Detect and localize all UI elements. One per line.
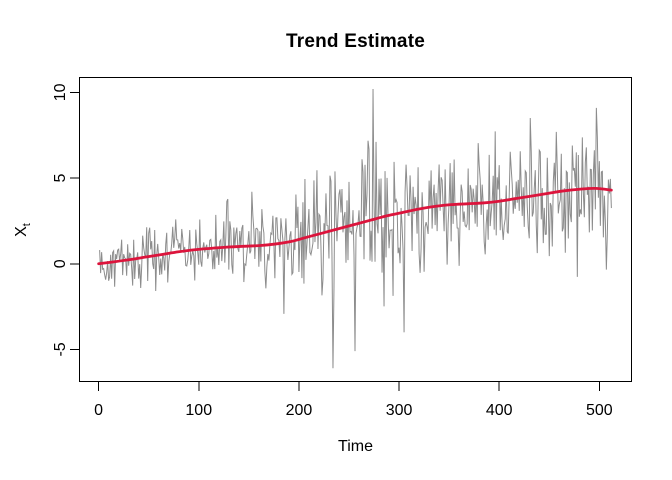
y-tick-label: 0	[52, 259, 69, 268]
x-tick-label: 200	[286, 402, 313, 419]
y-tick-label: -5	[52, 342, 69, 356]
y-tick-label: 5	[52, 174, 69, 183]
plot-box	[79, 77, 632, 382]
x-tick-label: 0	[94, 402, 103, 419]
x-tick-label: 300	[386, 402, 413, 419]
trend-line	[97, 186, 613, 266]
y-axis-title: Xt	[13, 200, 35, 260]
x-tick-label: 400	[486, 402, 513, 419]
chart-title: Trend Estimate	[285, 31, 425, 52]
x-tick-label: 500	[586, 402, 613, 419]
x-axis-title: Time	[338, 438, 373, 455]
y-axis-title-subscript: t	[21, 223, 34, 227]
observed-series-line	[99, 88, 612, 369]
y-axis-title-base: X	[13, 226, 30, 237]
y-tick-label: 10	[52, 83, 69, 101]
x-tick-label: 100	[185, 402, 212, 419]
